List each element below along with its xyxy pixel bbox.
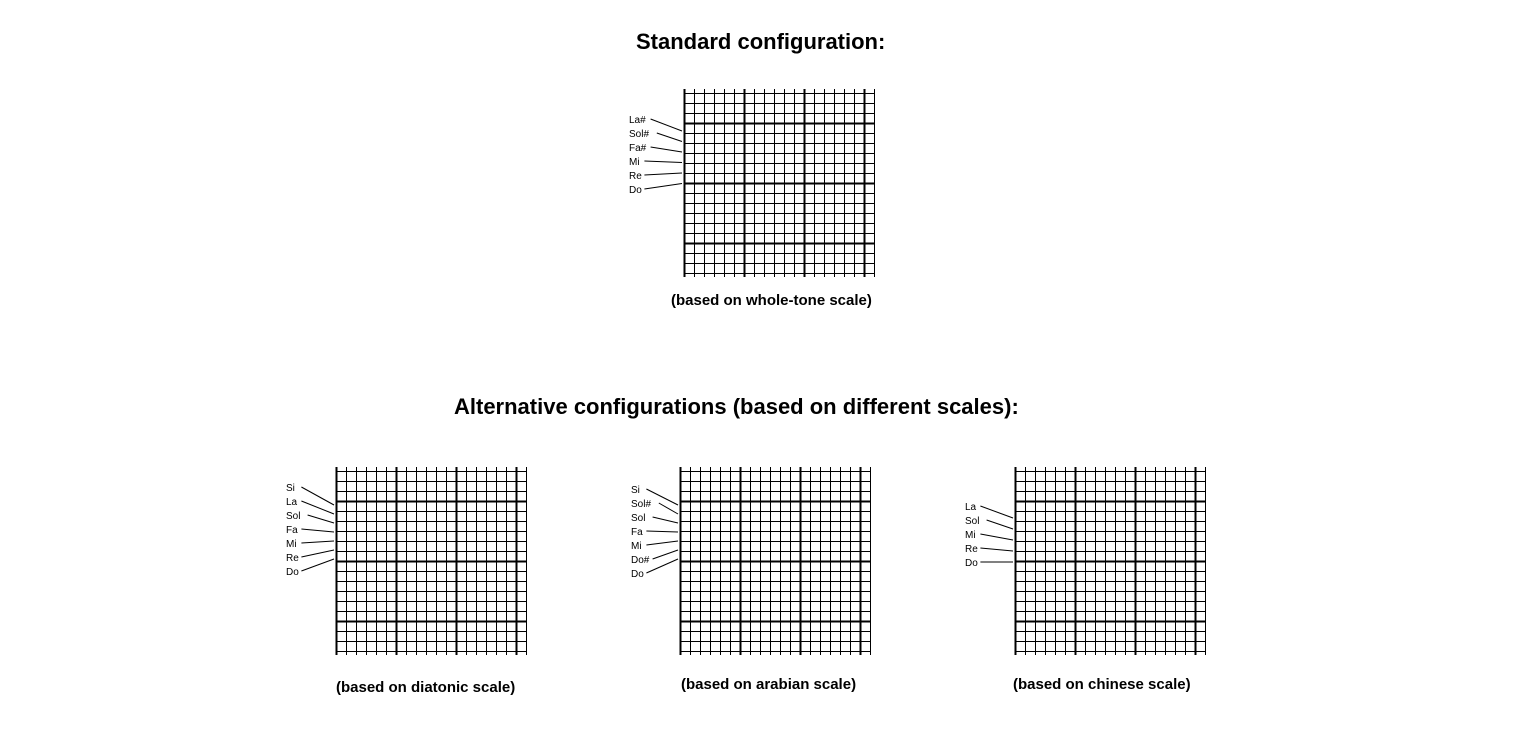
arabian-note-leader-line [646, 488, 679, 506]
diatonic-caption: (based on diatonic scale) [336, 679, 516, 696]
diatonic-note-leader-line [301, 528, 335, 533]
arabian-note-leader-line [652, 549, 679, 560]
arabian-note-leader-line [646, 558, 679, 574]
diatonic-note-leader-line [301, 486, 335, 506]
arabian-fretboard-grid: Si Sol# Sol Fa Mi Do# Do [631, 467, 871, 655]
chinese-note-label: La [965, 502, 977, 513]
diatonic-note-label: Si [286, 483, 295, 494]
chinese-caption: (based on chinese scale) [1013, 676, 1191, 693]
whole-tone-note-label: Mi [629, 157, 640, 168]
diatonic-note-label: Re [286, 553, 299, 564]
whole-tone-note-leader-line [650, 118, 683, 132]
diatonic-note-leader-line [301, 540, 335, 544]
whole-tone-caption: (based on whole-tone scale) [671, 292, 872, 309]
arabian-note-leader-line [658, 502, 679, 515]
arabian-note-leader-line [646, 540, 679, 546]
diatonic-fretboard-grid: Si La Sol Fa Mi Re Do [286, 467, 527, 655]
arabian-note-label: Do [631, 569, 644, 580]
whole-tone-note-leader-line [644, 172, 683, 176]
arabian-note-label: Si [631, 485, 640, 496]
whole-tone-note-label: Do [629, 185, 642, 196]
chinese-note-label: Re [965, 544, 978, 555]
whole-tone-note-label: Sol# [629, 129, 649, 140]
diatonic-note-label: Do [286, 567, 299, 578]
diatonic-note-label: Sol [286, 511, 300, 522]
standard-configuration-title: Standard configuration: [636, 29, 886, 54]
whole-tone-note-leader-line [656, 132, 683, 142]
whole-tone-note-label: Fa# [629, 143, 647, 154]
chinese-note-label: Mi [965, 530, 976, 541]
arabian-note-leader-line [646, 530, 679, 533]
arabian-caption: (based on arabian scale) [681, 676, 857, 693]
chinese-note-leader-line [986, 519, 1014, 530]
arabian-note-label: Sol [631, 513, 645, 524]
chinese-note-leader-line [980, 547, 1014, 552]
diatonic-note-leader-line [301, 500, 335, 515]
arabian-note-label: Mi [631, 541, 642, 552]
diatonic-note-leader-line [301, 549, 335, 558]
diatonic-note-label: La [286, 497, 298, 508]
alternative-configurations-title: Alternative configurations (based on dif… [454, 394, 1019, 419]
whole-tone-note-leader-line [650, 146, 683, 153]
whole-tone-fretboard-grid: La# Sol# Fa# Mi Re Do [629, 89, 875, 277]
diatonic-note-label: Fa [286, 525, 298, 536]
diatonic-note-label: Mi [286, 539, 297, 550]
whole-tone-note-label: La# [629, 115, 646, 126]
arabian-note-label: Sol# [631, 499, 651, 510]
arabian-note-label: Do# [631, 555, 650, 566]
chinese-note-leader-line [980, 505, 1014, 519]
chinese-fretboard-grid: La Sol Mi Re Do [965, 467, 1206, 655]
diatonic-note-leader-line [307, 514, 335, 524]
whole-tone-note-leader-line [644, 183, 683, 190]
chinese-note-leader-line [980, 533, 1014, 541]
chinese-note-label: Sol [965, 516, 979, 527]
chinese-note-label: Do [965, 558, 978, 569]
diatonic-note-leader-line [301, 558, 335, 572]
whole-tone-note-leader-line [644, 160, 683, 163]
arabian-note-label: Fa [631, 527, 643, 538]
arabian-note-leader-line [652, 516, 679, 524]
whole-tone-note-label: Re [629, 171, 642, 182]
